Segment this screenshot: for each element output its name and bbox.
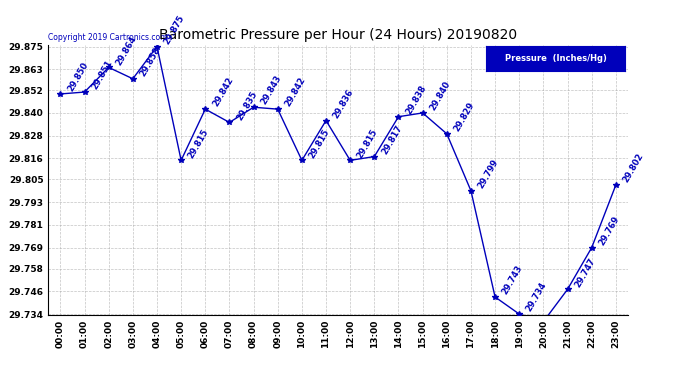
Title: Barometric Pressure per Hour (24 Hours) 20190820: Barometric Pressure per Hour (24 Hours) …: [159, 28, 518, 42]
Text: 29.835: 29.835: [235, 89, 259, 122]
Text: 29.858: 29.858: [139, 46, 162, 78]
Text: 29.802: 29.802: [622, 152, 645, 184]
Text: 29.815: 29.815: [187, 127, 210, 160]
Text: 29.769: 29.769: [598, 214, 621, 247]
Text: 29.829: 29.829: [453, 100, 476, 133]
Text: 29.743: 29.743: [501, 264, 524, 296]
Text: Copyright 2019 Cartronics.com: Copyright 2019 Cartronics.com: [48, 33, 168, 42]
Text: 29.843: 29.843: [259, 74, 283, 106]
Text: 29.842: 29.842: [284, 76, 307, 108]
Text: 29.836: 29.836: [332, 87, 355, 120]
Text: 29.799: 29.799: [477, 158, 500, 190]
Text: 29.815: 29.815: [308, 127, 331, 160]
Text: 29.842: 29.842: [211, 76, 235, 108]
Text: 29.840: 29.840: [428, 80, 452, 112]
Text: 29.864: 29.864: [115, 34, 138, 67]
Text: 29.817: 29.817: [380, 123, 404, 156]
Text: 29.875: 29.875: [163, 13, 186, 46]
Text: 29.850: 29.850: [66, 61, 90, 93]
Text: 29.851: 29.851: [90, 59, 114, 91]
Text: 29.838: 29.838: [404, 84, 428, 116]
Text: 29.747: 29.747: [573, 256, 597, 289]
Text: 29.734: 29.734: [525, 281, 549, 313]
Text: 29.815: 29.815: [356, 127, 380, 160]
Text: 29.730: 29.730: [0, 374, 1, 375]
